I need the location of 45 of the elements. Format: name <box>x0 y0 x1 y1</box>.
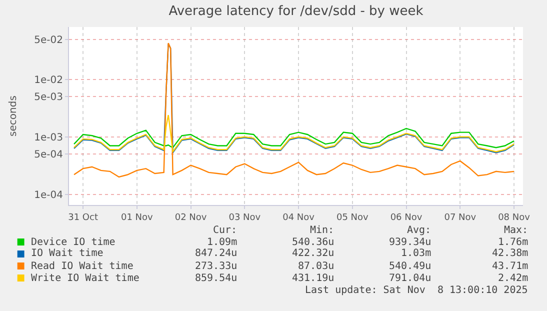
x-tick-label: 31 Oct <box>68 212 98 223</box>
legend-label: Read IO Wait time <box>31 261 134 272</box>
x-tick-label: 08 Nov <box>498 212 531 223</box>
text: 273.33u <box>195 261 238 272</box>
text: 422.32u <box>292 248 334 259</box>
legend-label: Write IO Wait time <box>31 273 140 284</box>
x-tick-label: 06 Nov <box>390 212 423 223</box>
y-tick-label: 5e-04 <box>34 150 63 161</box>
text: 1.03m <box>401 248 432 259</box>
x-tick-label: 02 Nov <box>174 212 208 223</box>
line-series <box>73 114 515 152</box>
x-tick-label: 05 Nov <box>336 212 370 223</box>
text: Min: <box>310 225 334 236</box>
text: 431.19u <box>292 273 334 284</box>
text: 1.76m <box>498 237 528 248</box>
chart-title: Average latency for /dev/sdd - by week <box>168 4 424 20</box>
x-tick-label: 03 Nov <box>228 212 262 223</box>
text: 791.04u <box>389 273 432 284</box>
text: 540.36u <box>292 237 334 248</box>
text: 42.38m <box>492 248 528 259</box>
y-tick-label: 1e-04 <box>34 190 63 201</box>
text: 847.24u <box>195 248 238 259</box>
text: 859.54u <box>195 273 238 284</box>
text: 1.09m <box>207 237 238 248</box>
x-tick-label: 01 Nov <box>120 212 154 223</box>
text: Last update: Sat Nov 8 13:00:10 2025 <box>305 285 528 296</box>
text: Avg: <box>407 225 432 236</box>
y-tick-label: 1e-02 <box>34 74 63 86</box>
line-series <box>73 42 515 178</box>
text: Max: <box>504 225 528 236</box>
y-tick-label: 5e-02 <box>34 34 63 46</box>
y-tick-label: 5e-03 <box>34 92 63 104</box>
text: 43.71m <box>492 261 528 272</box>
line-series <box>73 128 515 148</box>
x-tick-label: 04 Nov <box>282 212 316 223</box>
text: Cur: <box>213 225 238 236</box>
y-tick-label: 1e-03 <box>34 132 63 144</box>
legend-label: IO Wait time <box>31 248 104 259</box>
y-axis-title: seconds <box>8 96 20 136</box>
x-tick-label: 07 Nov <box>444 212 477 223</box>
text: 540.49u <box>389 261 432 272</box>
text: 87.03u <box>298 261 334 272</box>
text: 939.34u <box>389 237 432 248</box>
legend-label: Device IO time <box>31 237 116 248</box>
text: 2.42m <box>498 273 528 284</box>
